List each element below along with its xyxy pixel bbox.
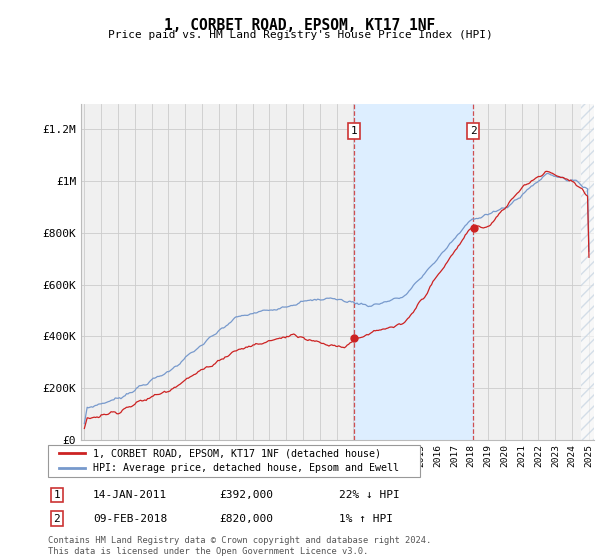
FancyBboxPatch shape (48, 445, 420, 477)
Text: £392,000: £392,000 (219, 490, 273, 500)
Text: 1, CORBET ROAD, EPSOM, KT17 1NF: 1, CORBET ROAD, EPSOM, KT17 1NF (164, 18, 436, 33)
Text: £820,000: £820,000 (219, 514, 273, 524)
Text: Price paid vs. HM Land Registry's House Price Index (HPI): Price paid vs. HM Land Registry's House … (107, 30, 493, 40)
Text: Contains HM Land Registry data © Crown copyright and database right 2024.
This d: Contains HM Land Registry data © Crown c… (48, 536, 431, 556)
Text: 1% ↑ HPI: 1% ↑ HPI (339, 514, 393, 524)
Bar (581, 104, 600, 440)
Text: 09-FEB-2018: 09-FEB-2018 (93, 514, 167, 524)
Bar (354, 104, 473, 440)
Text: 1: 1 (351, 126, 358, 136)
Text: 22% ↓ HPI: 22% ↓ HPI (339, 490, 400, 500)
Text: HPI: Average price, detached house, Epsom and Ewell: HPI: Average price, detached house, Epso… (92, 463, 398, 473)
Text: 14-JAN-2011: 14-JAN-2011 (93, 490, 167, 500)
Text: 1: 1 (53, 490, 61, 500)
Text: 1, CORBET ROAD, EPSOM, KT17 1NF (detached house): 1, CORBET ROAD, EPSOM, KT17 1NF (detache… (92, 449, 380, 459)
Text: 2: 2 (470, 126, 476, 136)
Text: 2: 2 (53, 514, 61, 524)
